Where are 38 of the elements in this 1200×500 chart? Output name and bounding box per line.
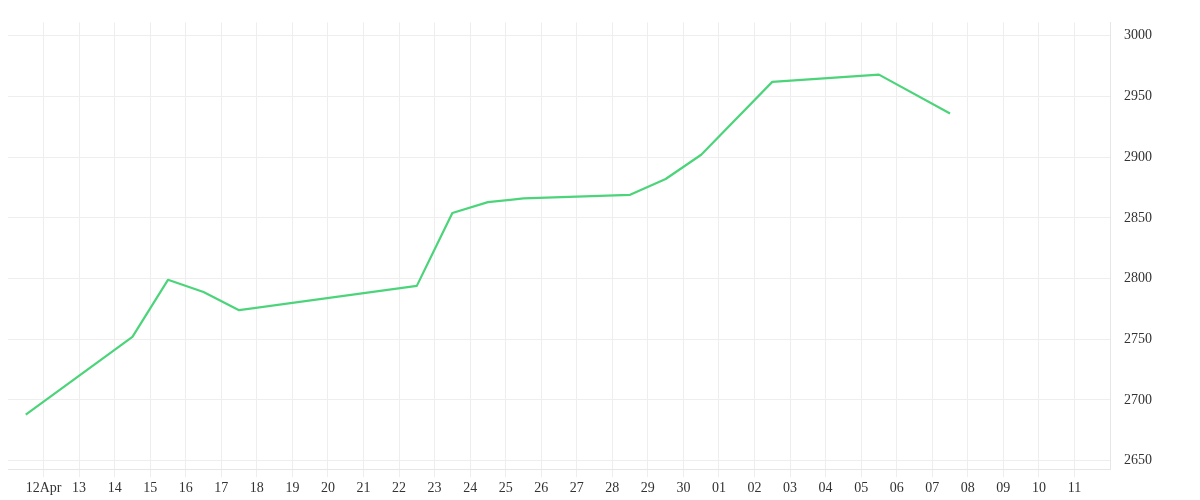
- x-tick-label: 11: [1067, 480, 1082, 496]
- x-tick-label: 07: [925, 480, 940, 496]
- x-tick-label: 30: [676, 480, 691, 496]
- y-tick-label: 3000: [1124, 27, 1152, 43]
- x-tick-label: 08: [960, 480, 975, 496]
- x-tick-label: 26: [534, 480, 549, 496]
- x-tick-label: 06: [889, 480, 904, 496]
- x-tick-label: 15: [143, 480, 158, 496]
- x-tick-label: 12Apr: [25, 480, 62, 496]
- x-tick-label: 16: [178, 480, 193, 496]
- x-tick-label: 22: [392, 480, 407, 496]
- x-tick-label: 03: [783, 480, 798, 496]
- x-tick-label: 25: [498, 480, 513, 496]
- x-tick-label: 05: [854, 480, 869, 496]
- x-tick-label: 19: [285, 480, 300, 496]
- x-tick-label: 20: [320, 480, 335, 496]
- y-tick-label: 2700: [1124, 391, 1152, 407]
- x-tick-label: 01: [711, 480, 726, 496]
- y-tick-label: 2950: [1124, 88, 1152, 104]
- x-tick-label: 21: [356, 480, 371, 496]
- x-tick-label: 27: [569, 480, 584, 496]
- y-tick-label: 2750: [1124, 330, 1152, 346]
- y-tick-label: 2900: [1124, 148, 1152, 164]
- x-tick-label: 09: [996, 480, 1011, 496]
- x-tick-label: 29: [640, 480, 655, 496]
- y-tick-label: 2850: [1124, 209, 1152, 225]
- x-tick-label: 18: [249, 480, 264, 496]
- x-tick-label: 28: [605, 480, 620, 496]
- x-tick-label: 24: [463, 480, 478, 496]
- x-tick-label: 10: [1031, 480, 1046, 496]
- x-tick-label: 17: [214, 480, 229, 496]
- y-tick-label: 2800: [1124, 270, 1152, 286]
- x-tick-label: 04: [818, 480, 833, 496]
- y-tick-label: 2650: [1124, 452, 1152, 468]
- x-tick-label: 13: [72, 480, 87, 496]
- x-tick-label: 23: [427, 480, 442, 496]
- x-tick-label: 02: [747, 480, 762, 496]
- x-tick-label: 14: [107, 480, 122, 496]
